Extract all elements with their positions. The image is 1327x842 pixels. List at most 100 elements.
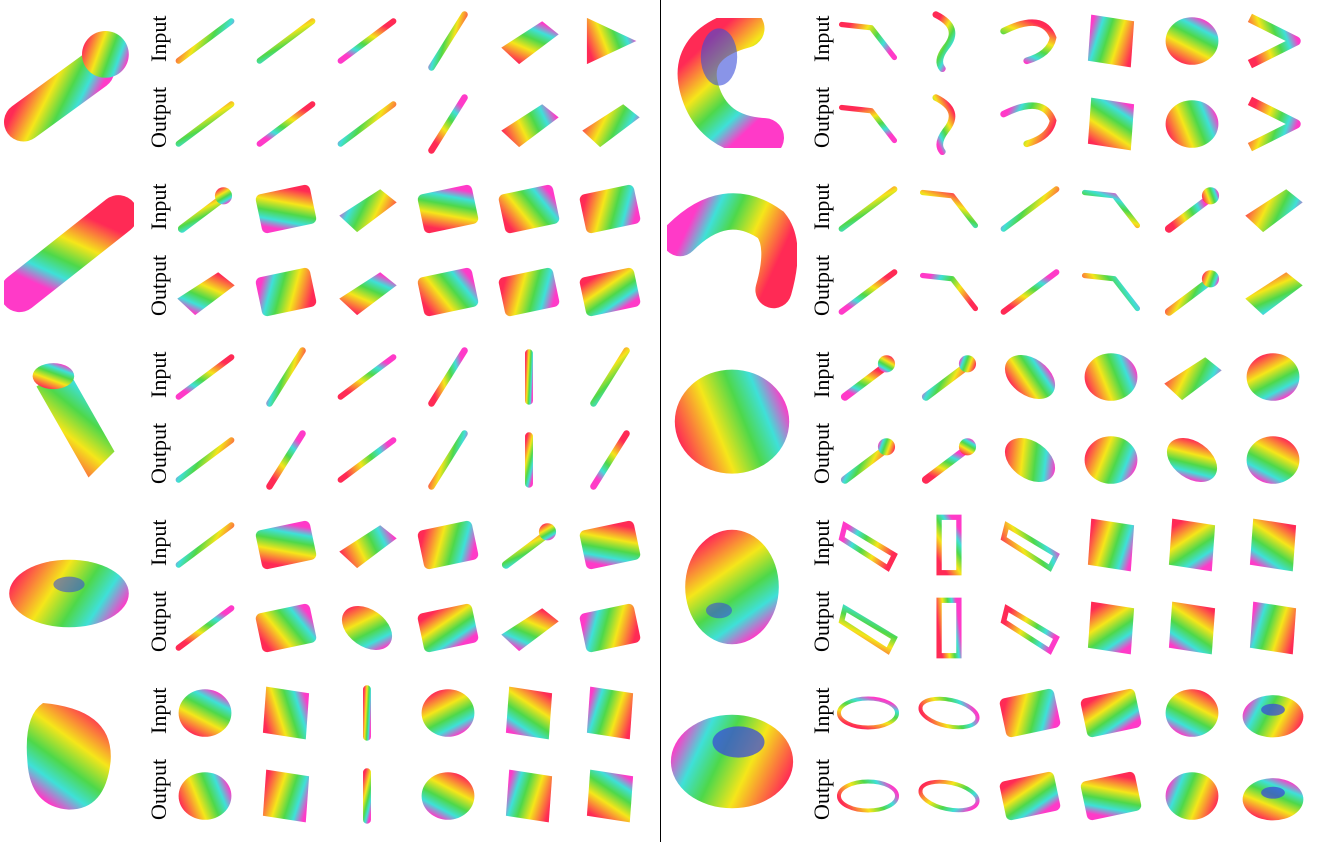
main-shape-render	[26, 703, 111, 810]
output-sample-6	[577, 425, 643, 495]
point-cloud-render	[838, 104, 898, 144]
point-cloud-render	[1246, 353, 1300, 401]
point-cloud-render	[266, 430, 306, 490]
output-sample-6	[577, 761, 643, 831]
point-cloud-render	[1164, 270, 1220, 316]
point-cloud-render	[838, 186, 898, 232]
point-cloud-render	[1000, 186, 1060, 232]
input-sample-1	[835, 342, 901, 412]
input-sample-5	[1159, 6, 1225, 76]
input-label: Input	[809, 687, 834, 734]
output-sample-3	[997, 761, 1063, 831]
point-cloud-render	[175, 522, 235, 568]
point-cloud-render	[1000, 269, 1060, 315]
input-sample-1	[172, 678, 238, 748]
point-cloud-render	[590, 347, 630, 407]
panel-row5-right: Input Output	[663, 672, 1323, 838]
output-sample-5	[1159, 425, 1225, 495]
output-sample-4	[1078, 257, 1144, 327]
point-cloud-render	[579, 603, 641, 653]
point-cloud-render	[1245, 189, 1303, 233]
input-sample-3	[997, 510, 1063, 580]
output-sample-6	[1240, 89, 1306, 159]
input-sample-2	[253, 510, 319, 580]
main-shape-render	[4, 195, 134, 313]
input-sample-4	[415, 342, 481, 412]
point-cloud-render	[501, 608, 559, 652]
output-sample-5	[496, 593, 562, 663]
main-shape	[4, 18, 134, 148]
output-sample-4	[1078, 425, 1144, 495]
output-sample-2	[916, 425, 982, 495]
output-sample-3	[334, 425, 400, 495]
main-shape-render	[4, 31, 129, 142]
input-sample-4	[415, 510, 481, 580]
point-cloud-render	[838, 521, 898, 572]
point-cloud-render	[498, 267, 560, 317]
point-cloud-render	[363, 768, 371, 824]
input-sample-6	[1240, 174, 1306, 244]
input-label: Input	[809, 351, 834, 398]
output-sample-5	[496, 425, 562, 495]
output-label: Output	[146, 86, 171, 148]
point-cloud-render	[256, 18, 316, 64]
input-label: Input	[146, 183, 171, 230]
point-cloud-render	[918, 779, 980, 813]
point-cloud-render	[999, 771, 1061, 821]
point-cloud-render	[428, 430, 468, 490]
point-cloud-render	[1164, 187, 1220, 233]
point-cloud-render	[838, 269, 898, 315]
point-cloud-render	[932, 94, 956, 156]
input-sample-4	[1078, 174, 1144, 244]
input-sample-5	[496, 6, 562, 76]
point-cloud-render	[417, 267, 479, 317]
point-cloud-render	[1081, 189, 1141, 229]
point-cloud-render	[1164, 357, 1222, 401]
point-cloud-render	[1000, 521, 1060, 572]
point-cloud-render	[586, 769, 634, 823]
point-cloud-render	[525, 432, 533, 488]
input-sample-1	[172, 174, 238, 244]
center-divider	[660, 0, 661, 842]
point-cloud-render	[582, 104, 640, 148]
output-label: Output	[146, 758, 171, 820]
output-sample-2	[253, 761, 319, 831]
output-sample-4	[1078, 593, 1144, 663]
input-sample-5	[496, 174, 562, 244]
point-cloud-render	[838, 21, 898, 61]
main-shape-render	[674, 369, 790, 474]
input-sample-6	[577, 510, 643, 580]
output-label: Output	[146, 254, 171, 316]
point-cloud-render	[1087, 97, 1135, 151]
output-sample-2	[253, 593, 319, 663]
main-shape	[4, 186, 134, 316]
point-cloud-render	[266, 347, 306, 407]
point-cloud-render	[175, 605, 235, 651]
point-cloud-render	[178, 772, 232, 820]
point-cloud-render	[921, 438, 977, 484]
output-sample-6	[1240, 425, 1306, 495]
point-cloud-render	[417, 603, 479, 653]
output-sample-5	[496, 257, 562, 327]
input-sample-4	[415, 174, 481, 244]
point-cloud-render	[1087, 601, 1135, 655]
input-sample-6	[577, 342, 643, 412]
point-cloud-render	[840, 438, 896, 484]
panel-row2-left: Input Output	[0, 168, 660, 334]
point-cloud-render	[421, 689, 475, 737]
point-cloud-render	[1087, 518, 1135, 572]
output-sample-6	[577, 593, 643, 663]
input-sample-3	[334, 678, 400, 748]
point-cloud-render	[1084, 436, 1138, 484]
point-cloud-render	[840, 355, 896, 401]
point-cloud-render	[337, 354, 397, 400]
point-cloud-render	[178, 689, 232, 737]
input-sample-5	[496, 510, 562, 580]
output-sample-6	[577, 257, 643, 327]
point-cloud-render	[1165, 772, 1219, 820]
output-sample-2	[253, 425, 319, 495]
point-cloud-render	[579, 267, 641, 317]
point-cloud-render	[936, 597, 962, 659]
point-cloud-render	[1165, 689, 1219, 737]
input-sample-3	[997, 342, 1063, 412]
